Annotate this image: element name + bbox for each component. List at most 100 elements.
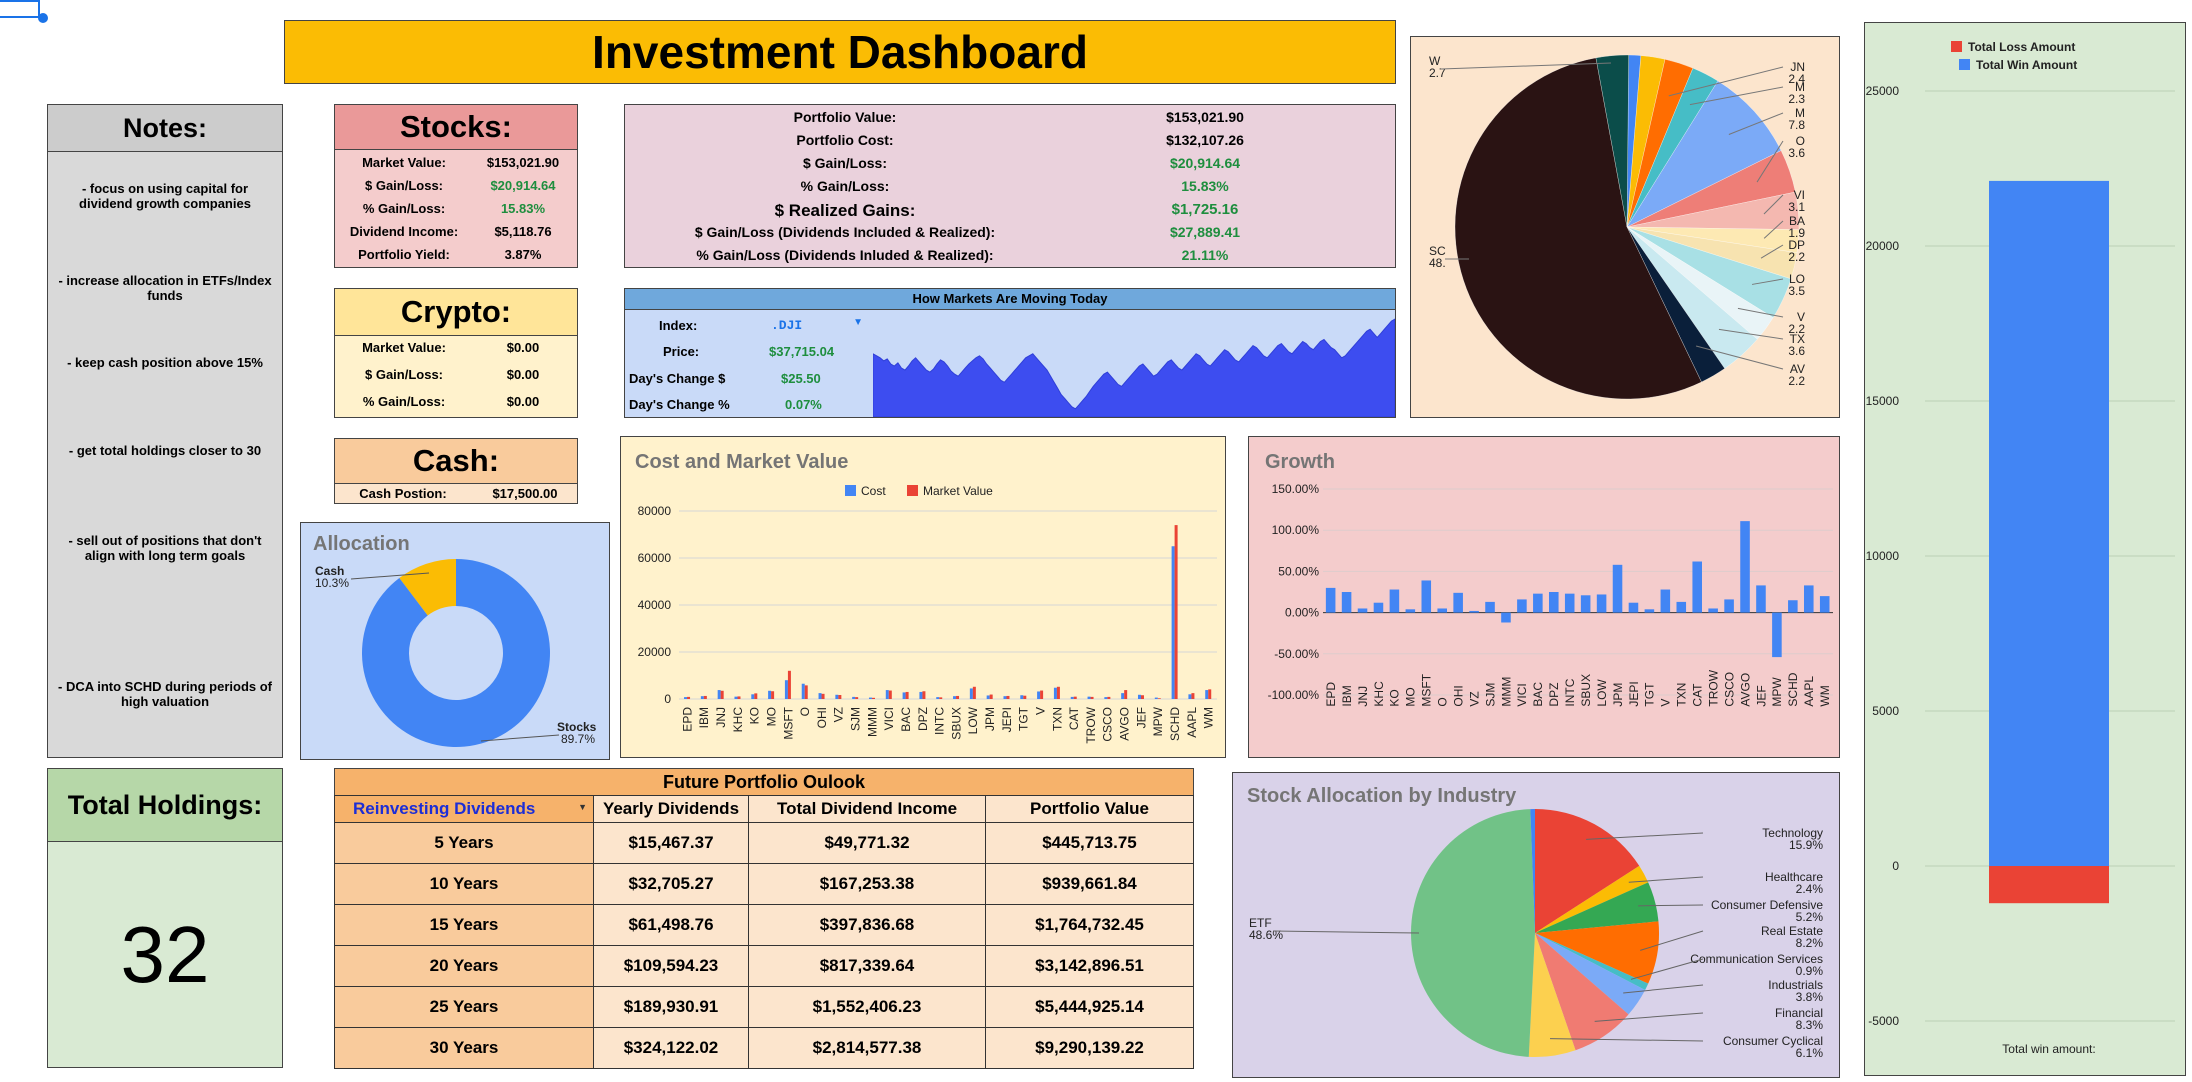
x-tick-label: JPM <box>983 707 997 731</box>
growth-bar <box>1453 592 1463 613</box>
markets-title: How Markets Are Moving Today <box>912 291 1108 306</box>
allocation-slice-cash <box>399 559 456 616</box>
x-tick-label: IBM <box>1340 685 1354 706</box>
bar-market-value <box>989 694 993 699</box>
bar-cost <box>852 696 856 699</box>
bar-market-value <box>771 691 775 699</box>
bar-cost <box>835 694 839 699</box>
kv-value: $0.00 <box>506 340 540 355</box>
stocks-title: Stocks: <box>400 109 512 144</box>
bar-market-value <box>1208 689 1212 699</box>
bar-market-value <box>1157 698 1161 699</box>
total-holdings-title: Total Holdings: <box>67 790 263 820</box>
holding-pct: 7.8 <box>1788 118 1805 132</box>
crypto-header: Crypto: <box>335 289 577 336</box>
growth-bar <box>1596 594 1607 613</box>
total-holdings-panel: Total Holdings: 32 <box>47 768 283 1068</box>
industry-label: Consumer Cyclical <box>1723 1034 1823 1048</box>
x-tick-label: SJM <box>849 707 863 731</box>
industry-leader <box>1586 832 1704 840</box>
industry-leader <box>1638 904 1704 907</box>
future-outlook-row: 30 Years $324,122.02 $2,814,577.38 $9,290,1… <box>334 1027 1194 1069</box>
allocation-leader-cash <box>350 572 430 580</box>
y-tick-label: 60000 <box>638 551 672 565</box>
x-tick-label: VZ <box>832 707 846 722</box>
industry-pct: 5.2% <box>1796 910 1824 924</box>
industry-slice <box>1535 921 1659 984</box>
cost-market-chart-panel: Cost and Market Value Cost Market Value 80… <box>620 436 1226 758</box>
holding-pct: 2.2 <box>1788 322 1805 336</box>
stocks-panel: Stocks: Market Value: $153,021.90 $ Gain/L… <box>334 104 578 268</box>
dividend-mode-select[interactable]: Reinvesting Dividends ▼ <box>334 795 594 823</box>
growth-bar <box>1708 608 1718 613</box>
industry-leader <box>1640 930 1704 951</box>
chevron-down-icon[interactable]: ▼ <box>853 317 863 328</box>
industry-label: Communication Services <box>1690 952 1823 966</box>
future-total-cell: $817,339.64 <box>748 945 986 987</box>
x-axis-label: Total win amount: <box>2002 1042 2095 1056</box>
kv-row: Dividend Income: $5,118.76 <box>335 224 577 248</box>
future-period-cell: 25 Years <box>334 986 594 1028</box>
bar-cost <box>868 697 872 699</box>
holding-pct: 2.7 <box>1429 66 1446 80</box>
growth-bar <box>1485 601 1495 613</box>
bar-market-value <box>720 690 724 699</box>
bar-market-value <box>855 697 859 699</box>
growth-bar <box>1724 599 1734 613</box>
y-tick-label: 20000 <box>638 645 672 659</box>
day-change-pct-value: 0.07% <box>785 397 822 412</box>
holding-pct: 3.6 <box>1788 344 1805 358</box>
kv-row: $ Gain/Loss: $0.00 <box>335 367 577 391</box>
kv-row: Portfolio Value: $153,021.90 <box>625 109 1395 133</box>
x-tick-label: SCHD <box>1786 672 1800 706</box>
growth-bar <box>1628 602 1639 613</box>
markets-info: Index: .DJI ▼ Price: $37,715.04 Day's Ch… <box>625 311 871 417</box>
kv-label: Market Value: <box>362 340 446 355</box>
x-tick-label: MSFT <box>781 706 795 739</box>
kv-row: % Gain/Loss: $0.00 <box>335 394 577 418</box>
cell-selection-handle[interactable] <box>0 0 48 24</box>
note-item: - DCA into SCHD during periods of high v… <box>58 679 272 709</box>
bar-cost <box>684 697 688 699</box>
index-label: Index: <box>659 318 698 333</box>
growth-bar <box>1405 609 1416 613</box>
x-tick-label: MO <box>764 707 778 726</box>
index-select[interactable]: .DJI ▼ <box>755 313 871 335</box>
x-tick-label: KO <box>748 707 762 724</box>
kv-value: $132,107.26 <box>1166 132 1244 148</box>
bar-market-value <box>821 693 825 699</box>
industry-pct: 48.6% <box>1249 928 1283 942</box>
y-tick-label: 15000 <box>1866 394 1900 408</box>
bar-cost <box>1053 687 1057 699</box>
notes-header: Notes: <box>48 105 282 152</box>
future-total-cell: $2,814,577.38 <box>748 1027 986 1069</box>
industry-label: Consumer Defensive <box>1711 898 1823 912</box>
x-tick-label: WM <box>1202 707 1216 728</box>
future-outlook-row: 25 Years $189,930.91 $1,552,406.23 $5,444,9… <box>334 986 1194 1028</box>
total-holdings-header: Total Holdings: <box>48 769 282 842</box>
holding-slice <box>1595 54 1629 228</box>
bar-market-value <box>1073 696 1077 699</box>
y-tick-label: -5000 <box>1868 1014 1899 1028</box>
chevron-down-icon[interactable]: ▼ <box>578 802 587 812</box>
index-value: .DJI <box>771 318 803 333</box>
kv-label: Market Value: <box>362 155 446 170</box>
day-change-value: $25.50 <box>781 371 821 386</box>
growth-bar <box>1756 585 1766 613</box>
x-tick-label: MPW <box>1770 677 1784 707</box>
growth-bar <box>1644 609 1655 613</box>
legend-win-swatch <box>1959 59 1970 70</box>
allocation-label-stocks: Stocks <box>557 720 597 734</box>
bar-cost <box>1154 697 1158 699</box>
x-tick-label: EPD <box>680 707 694 732</box>
x-tick-label: AVGO <box>1118 707 1132 741</box>
header-total-dividend-income: Total Dividend Income <box>748 795 986 823</box>
bar-market-value <box>737 696 741 699</box>
growth-bar <box>1660 589 1671 613</box>
bar-cost <box>768 690 772 699</box>
kv-label: $ Gain/Loss: <box>802 155 888 171</box>
cash-title: Cash: <box>412 443 500 478</box>
cash-header: Cash: <box>335 439 577 484</box>
growth-chart: 150.00% 100.00% 50.00% 0.00% -50.00% -100.00%… <box>1268 482 1833 707</box>
